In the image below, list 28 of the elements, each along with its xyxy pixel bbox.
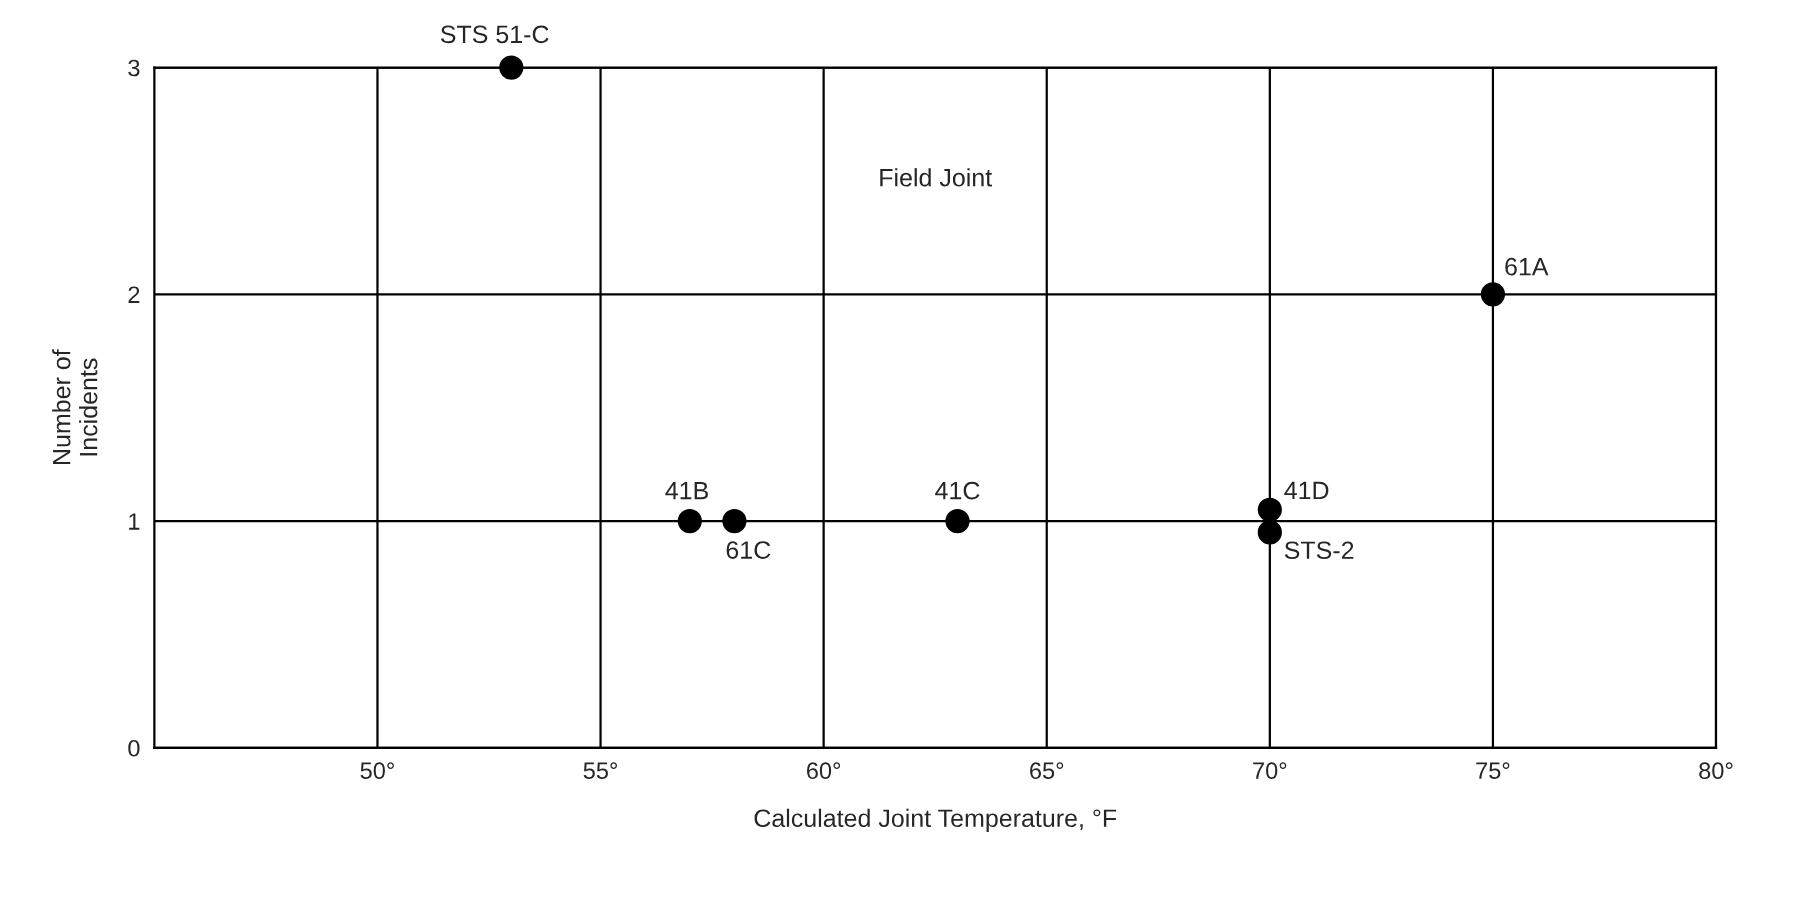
annotation: 41B <box>665 482 708 500</box>
y-tick-label: 2 <box>128 286 140 303</box>
annotation: Field Joint <box>880 168 992 187</box>
y-tick-label: 0 <box>128 739 140 757</box>
annotation: 61C <box>726 541 771 559</box>
point <box>1257 497 1282 522</box>
x-tick-label: 65° <box>1030 762 1064 780</box>
y-tick-label: 3 <box>128 59 140 77</box>
x-tick-label: 70° <box>1253 762 1287 780</box>
x-tick-label: 80° <box>1699 762 1733 780</box>
annotation: STS 51-C <box>440 25 549 44</box>
point <box>499 55 524 80</box>
x-tick-label: 50° <box>360 762 394 780</box>
point <box>722 508 747 534</box>
y-axis-title: Number of Incidents <box>52 349 98 464</box>
point <box>1257 520 1282 545</box>
x-axis-title: Calculated Joint Temperature, °F <box>754 808 1117 833</box>
point <box>945 508 970 534</box>
x-tick-label: 60° <box>807 762 841 780</box>
annotation: STS-2 <box>1284 541 1354 560</box>
point <box>677 508 702 534</box>
point <box>1480 282 1506 307</box>
annotation: 41C <box>935 481 980 500</box>
x-tick-label: 55° <box>583 762 617 780</box>
y-tick-label: 1 <box>129 513 140 530</box>
annotation: 61A <box>1505 257 1549 276</box>
x-tick-label: 75° <box>1476 762 1510 780</box>
annotation: 41D <box>1284 481 1329 499</box>
